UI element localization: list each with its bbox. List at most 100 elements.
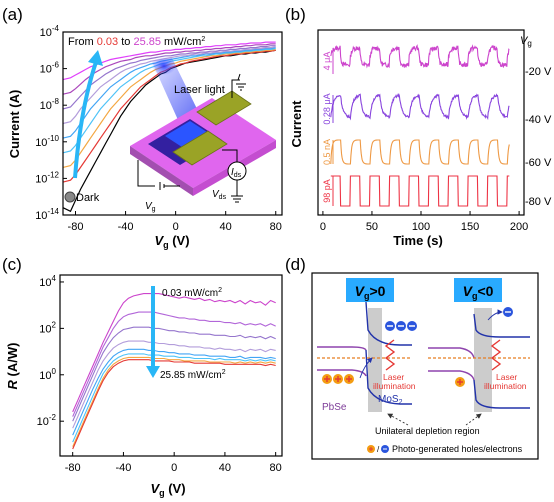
panel-c-x-tick-label: -40 xyxy=(115,462,131,474)
mos2-valence-band xyxy=(365,349,412,405)
laser-wave-icon xyxy=(384,339,396,371)
panel-b-x-tick-label: 50 xyxy=(366,221,378,233)
panel-a-y-tick-label: 10-4 xyxy=(40,24,60,39)
panel-a-x-tick-label: 80 xyxy=(270,221,282,233)
panel-c-series-7 xyxy=(72,359,276,450)
depletion-region-negative xyxy=(474,308,492,412)
dark-marker-icon xyxy=(64,191,76,203)
panel-a-legend: From 0.03 to 25.85 mW/cm2 xyxy=(68,36,205,48)
depletion-label: Unilateral depletion region xyxy=(375,426,480,436)
panel-d: (d) Vg>0 Vg<0 Laser illumination xyxy=(285,255,539,460)
panel-a-x-tick-label: 0 xyxy=(173,221,179,233)
mos2-conduction-band xyxy=(365,301,412,346)
panel-b-vg-label: -60 V xyxy=(525,157,552,169)
panel-c-xlabel: Vg (V) xyxy=(150,481,185,498)
panel-c-curves xyxy=(72,293,276,450)
panel-a-label: (a) xyxy=(2,5,23,24)
depletion-arrow-right xyxy=(465,413,482,426)
panel-b-x-tick-label: 0 xyxy=(320,221,326,233)
svg-text:illumination: illumination xyxy=(373,381,416,391)
laser-label-positive: Laser xyxy=(383,372,404,382)
panel-c-bottom-note: 25.85 mW/cm2 xyxy=(160,369,226,381)
panel-c-series-1 xyxy=(72,311,276,417)
panel-c-x-tick-label: -80 xyxy=(65,462,81,474)
pbse-conduction-band xyxy=(317,346,367,351)
pbse-valence-band xyxy=(317,369,367,377)
mos2-label: MoS2 xyxy=(378,394,403,406)
panel-b-trace-2 xyxy=(330,139,510,165)
panel-c-label: (c) xyxy=(2,255,22,274)
panel-b-vg-label: -40 V xyxy=(525,114,552,126)
laser-label: Laser light xyxy=(174,84,225,96)
panel-b-scale-label: 0.5 nA xyxy=(322,139,332,165)
panel-b-label: (b) xyxy=(285,5,306,24)
panel-a-y-tick-label: 10-8 xyxy=(40,97,60,112)
panel-a-series-6 xyxy=(62,45,276,110)
vg-positive-box xyxy=(346,278,394,302)
panel-a-dark-label: Dark xyxy=(76,192,100,204)
panel-b-curves: 4 μA -20 V 0.28 μA -40 V 0.5 nA -60 V 98 pA -80… xyxy=(322,44,552,208)
band-diagram-negative: Laser illumination xyxy=(428,307,530,412)
panel-c-y-tick-label: 10-2 xyxy=(37,413,57,428)
panel-c-series-6 xyxy=(72,356,276,447)
panel-a-y-tick-label: 10-12 xyxy=(35,170,59,185)
laser-spot-icon xyxy=(152,57,176,75)
panel-c-x-tick-label: 40 xyxy=(219,462,231,474)
electrode-bottom-icon xyxy=(172,130,228,166)
panel-c-series-5 xyxy=(72,353,276,443)
panel-b-trace-1 xyxy=(330,92,510,121)
panel-d-frame xyxy=(311,272,539,460)
panel-a-x-tick-label: 40 xyxy=(220,221,232,233)
panel-b-scale-label: 98 pA xyxy=(322,179,332,203)
vg-negative-box xyxy=(454,278,502,302)
panel-a-x-tick-label: -40 xyxy=(118,221,134,233)
panel-c-y-tick-label: 100 xyxy=(39,367,56,382)
panel-c-series-0 xyxy=(72,293,276,413)
vg-label: Vg xyxy=(145,201,156,213)
panel-b-x-tick-label: 100 xyxy=(412,221,430,233)
panel-a-y-tick-label: 10-10 xyxy=(35,134,59,149)
vds-label: Vds xyxy=(212,189,227,201)
panel-a-ylabel: Current (A) xyxy=(7,90,22,159)
panel-b-x-tick-label: 200 xyxy=(510,221,528,233)
panel-c-frame xyxy=(59,274,283,457)
panel-a-y-tick-label: 10-14 xyxy=(35,207,59,222)
panel-b-vg-header: Vg xyxy=(520,35,532,48)
panel-a-series-5 xyxy=(62,46,276,125)
panel-a: (a) -80 -40 0 40 80 10-14 10-12 10-10 10-8 10-6 10… xyxy=(2,5,283,250)
band-diagram-positive: Laser illumination PbSe MoS2 xyxy=(317,301,417,413)
panel-a-xlabel: Vg (V) xyxy=(154,233,189,250)
depletion-arrow-left xyxy=(387,413,409,426)
device-schematic: Laser light Ids Vg Vds xyxy=(130,57,276,213)
panel-c-y-tick-label: 102 xyxy=(39,320,56,335)
panel-c-top-note: 0.03 mW/cm2 xyxy=(162,287,222,299)
panel-c: (c) -80 -40 0 40 80 10-2 100 102 104 R (A/W) Vg … xyxy=(2,255,283,498)
laser-label-negative: Laser xyxy=(496,372,517,382)
panel-b-scale-label: 4 μA xyxy=(322,52,332,71)
panel-b-axes: 0 50 100 150 200 xyxy=(320,211,528,233)
circuit-wires xyxy=(231,73,246,98)
vg-positive-label: Vg>0 xyxy=(355,283,386,301)
svg-text:illumination: illumination xyxy=(484,381,527,391)
panel-b-x-tick-label: 150 xyxy=(461,221,479,233)
vg-negative-label: Vg<0 xyxy=(463,283,494,301)
panel-b-trace-3 xyxy=(330,175,510,207)
panel-c-x-tick-label: 0 xyxy=(171,462,177,474)
panel-c-ylabel: R (A/W) xyxy=(5,343,20,390)
panel-c-series-4 xyxy=(72,348,276,436)
panel-b: (b) 0 50 100 150 200 4 μA -20 V 0.28 μA -40 V 0.… xyxy=(285,5,552,248)
panel-a-y-tick-label: 10-6 xyxy=(40,61,60,76)
panel-a-series-7 xyxy=(62,43,276,95)
panel-b-scale-label: 0.28 μA xyxy=(322,93,332,124)
photo-carrier-legend: Photo-generated holes/electrons xyxy=(392,444,523,454)
panel-c-series-2 xyxy=(72,326,276,422)
panel-b-xlabel: Time (s) xyxy=(393,233,443,248)
panel-b-vg-label: -20 V xyxy=(525,66,552,78)
panel-b-ylabel: Current xyxy=(289,100,304,148)
panel-b-frame xyxy=(317,29,525,216)
laser-wave-icon xyxy=(490,339,502,371)
panel-c-series-3 xyxy=(72,340,276,429)
panel-b-trace-0 xyxy=(330,44,510,69)
panel-a-arrowhead xyxy=(88,50,103,66)
panel-d-label: (d) xyxy=(285,255,306,274)
